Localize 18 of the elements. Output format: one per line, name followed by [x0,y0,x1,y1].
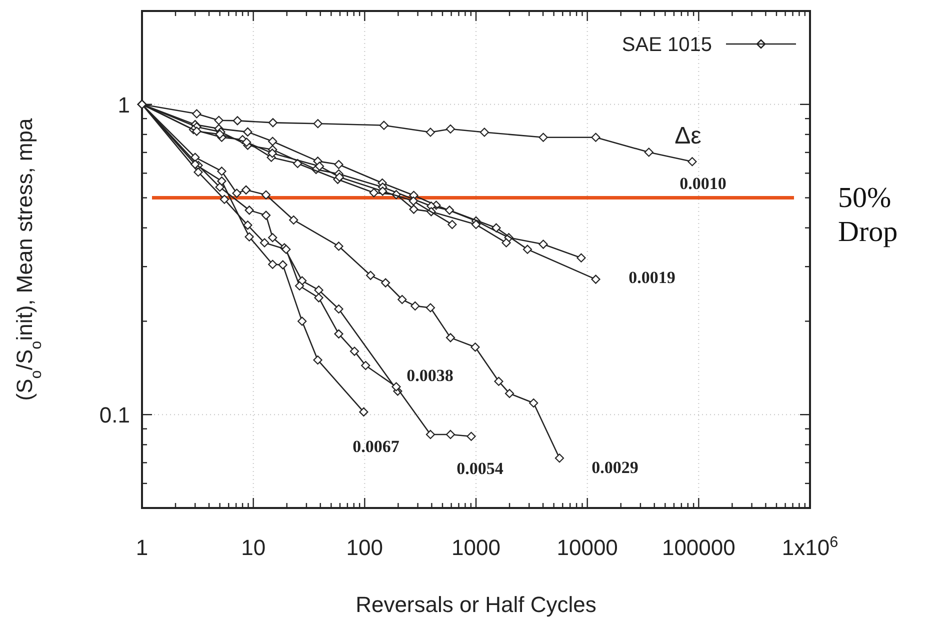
x-tick-label: 100000 [662,535,736,560]
x-tick-label: 10000 [556,535,618,560]
text: SAE 1015 [622,34,712,56]
ref-line-label: 50% Drop [838,182,898,248]
annotation: Δε [674,122,702,150]
x-tick-label: 1 [136,535,148,560]
annotation: 0.0067 [352,436,400,456]
x-tick-label: 100 [346,535,384,560]
annotation: 0.0029 [592,458,638,477]
x-tick-label: 10 [241,535,266,560]
x-tick-label: 1000 [452,535,500,560]
x-tick-label: 1x10$^{6}$ [782,534,838,560]
y-tick-label: 0.1 [99,402,130,428]
annotation: 0.0019 [628,268,676,287]
x-axis-title: Reversals or Half Cycles [356,592,596,617]
annotation: 0.0038 [406,366,454,385]
annotation: 0.0054 [456,458,504,478]
annotation: 0.0010 [680,174,726,193]
